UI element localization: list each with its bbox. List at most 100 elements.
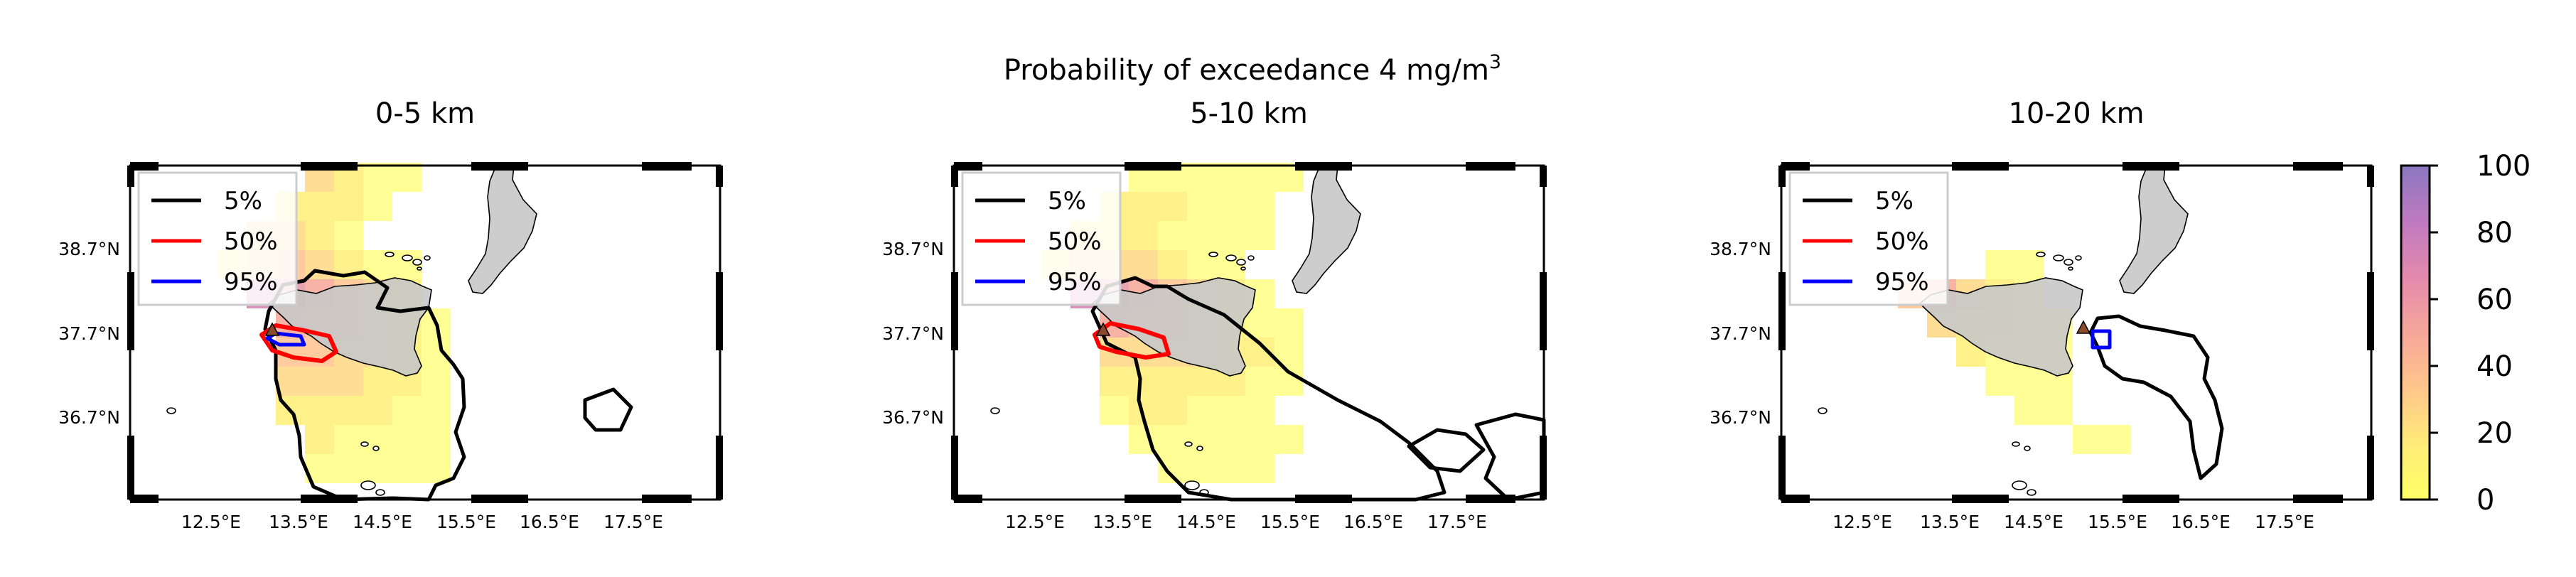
frame-segment-bottom [1781,495,1810,503]
heatmap-cell [1187,221,1216,250]
x-tick-label: 15.5°E [2088,512,2147,532]
land-mass [1818,165,2189,496]
heatmap-cell [1129,192,1158,221]
frame-segment-top [1466,162,1515,171]
heatmap-cell [2014,367,2044,396]
legend-label-95pct: 95% [1875,268,1929,296]
x-tick-label: 17.5°E [2255,512,2314,532]
y-tick-label: 38.7°N [58,239,120,259]
small-island [2064,259,2073,266]
x-tick-label: 15.5°E [1260,512,1320,532]
heatmap-cell [1245,425,1274,454]
volcano-triangle [1095,322,1111,336]
colorbar: 100 80 60 40 20 0 [2400,150,2531,517]
heatmap-cell [334,425,363,454]
x-tick-label: 13.5°E [1093,512,1152,532]
heatmap-cell [305,192,334,221]
small-island [412,259,422,266]
contour-95pct [2091,329,2112,350]
probability-contours [2088,314,2224,480]
y-tick-label: 38.7°N [1710,239,1771,259]
heatmap-cell [422,367,451,396]
contour-legend: 5% 50% 95% [1788,171,1949,306]
x-tick-label: 15.5°E [436,512,496,532]
x-tick-labels: 12.5°E 13.5°E 14.5°E 15.5°E 16.5°E 17.5°E [1005,512,1487,532]
volcano-marker-icon [264,322,280,336]
frame-segment-bottom [301,495,358,503]
heatmap-cell [1187,163,1216,192]
frame-segment-left [127,272,134,350]
calabria-land [468,165,537,294]
panel-title: 0-5 km [375,97,475,130]
small-island [372,446,380,451]
frame-segment-left [1778,272,1786,350]
frame-segment-right [1540,272,1547,350]
heatmap-cell [1158,367,1187,396]
heatmap-cell [1216,425,1245,454]
x-tick-label: 14.5°E [353,512,412,532]
map-frame [951,162,1547,503]
volcano-triangle [264,322,280,336]
frame-segment-bottom [954,495,982,503]
contour-5pct [583,387,633,432]
x-tick-label: 16.5°E [2171,512,2231,532]
heatmap-cell [1245,192,1274,221]
x-tick-label: 13.5°E [269,512,328,532]
heatmap-cell [363,163,392,192]
heatmap-cell [1245,221,1274,250]
small-island [1247,255,1255,261]
contour-50pct [1093,321,1171,360]
heatmap-cell [305,221,334,250]
small-island [1196,446,1203,451]
y-tick-label: 36.7°N [882,407,944,428]
heatmap-cell [363,367,392,396]
x-tick-label: 14.5°E [1176,512,1236,532]
frame-segment-left [127,166,134,187]
heatmap-cell [1216,454,1245,483]
frame-segment-bottom [2122,495,2179,503]
calabria-land [2119,165,2189,294]
contour-5pct [1090,276,1447,502]
small-island [360,441,369,447]
small-island [1236,259,1246,266]
colorbar-ticks: 100 80 60 40 20 0 [2430,150,2531,517]
frame-segment-right [2367,436,2374,500]
panel-title: 10-20 km [2008,97,2144,130]
sicily-land [1918,277,2083,377]
y-tick-label: 36.7°N [1710,407,1771,428]
heatmap-cell [1158,425,1187,454]
volcano-marker-icon [1095,322,1111,336]
frame-segment-left [1778,166,1786,187]
frame-segment-top [1125,162,1181,171]
y-tick-label: 36.7°N [58,407,120,428]
x-tick-labels: 12.5°E 13.5°E 14.5°E 15.5°E 16.5°E 17.5°E [1832,512,2314,532]
frame-segment-right [2367,272,2374,350]
heatmap-cell [363,396,392,425]
colorbar-tick-label: 0 [2476,484,2494,517]
heatmap-cell [1129,367,1158,396]
small-island [1818,407,1828,414]
frame-segment-bottom [1125,495,1181,503]
y-tick-labels: 38.7°N 37.7°N 36.7°N [882,239,944,428]
heatmap-cell [363,454,392,483]
land-mass [166,165,537,496]
heatmap-cell [392,163,422,192]
heatmap-cell [1158,192,1187,221]
y-tick-label: 37.7°N [58,323,120,344]
x-tick-labels: 12.5°E 13.5°E 14.5°E 15.5°E 16.5°E 17.5°E [181,512,663,532]
heatmap-cell [334,221,363,250]
small-island [166,407,176,414]
frame-segment-top [2293,162,2343,171]
heatmap-cell [2073,425,2102,454]
legend-label-5pct: 5% [1048,187,1086,215]
contour-50pct [259,323,338,363]
small-island [2024,446,2031,451]
y-tick-label: 37.7°N [1710,323,1771,344]
map-panel-10-20km: 10-20 km 5% 50% 95% 12.5°E 13.5°E 14.5°E 15… [1710,97,2374,532]
x-tick-label: 17.5°E [1427,512,1487,532]
heatmap-cell [422,338,451,367]
colorbar-tick-label: 40 [2476,350,2513,383]
heatmap-cell [1245,454,1274,483]
frame-segment-bottom [130,495,159,503]
